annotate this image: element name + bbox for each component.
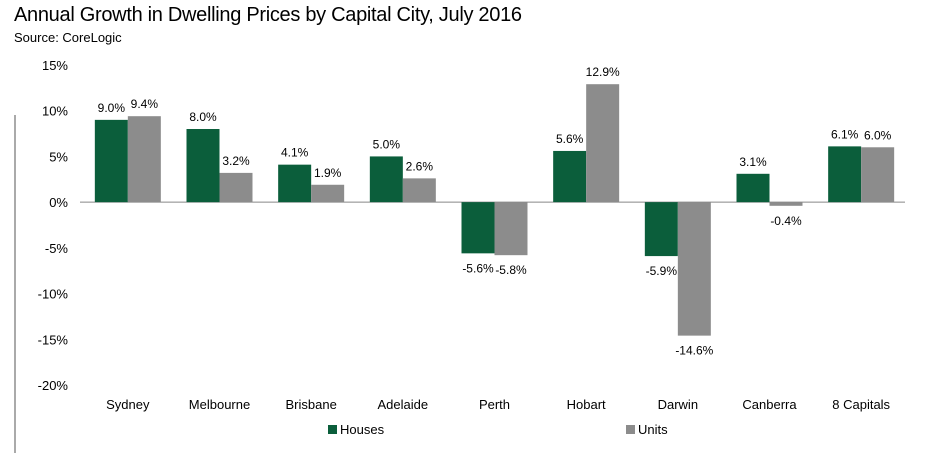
data-label: 2.6% (406, 159, 434, 173)
bar-houses-hobart (553, 150, 587, 203)
data-label: -5.9% (646, 264, 678, 278)
y-tick-label: -10% (38, 287, 69, 302)
bar-houses-darwin (644, 202, 678, 257)
y-tick-label: 15% (42, 58, 68, 73)
data-label: 8.0% (189, 110, 217, 124)
x-tick-label: Darwin (658, 397, 698, 412)
data-label: 12.9% (586, 65, 620, 79)
bar-units-perth (494, 202, 528, 256)
data-label: 1.9% (314, 166, 342, 180)
x-tick-label: Brisbane (286, 397, 337, 412)
data-label: 9.4% (131, 97, 159, 111)
chart-title: Annual Growth in Dwelling Prices by Capi… (14, 4, 522, 26)
bar-units-melbourne (219, 172, 253, 203)
x-tick-label: Hobart (567, 397, 606, 412)
bar-houses-perth (461, 202, 495, 254)
data-label: 3.2% (222, 154, 250, 168)
x-tick-label: Adelaide (378, 397, 429, 412)
data-label: 5.0% (373, 137, 401, 151)
bar-units-hobart (586, 84, 620, 203)
y-tick-label: -5% (45, 241, 69, 256)
legend-label-houses: Houses (340, 422, 385, 437)
legend-label-units: Units (638, 422, 668, 437)
data-label: 6.0% (864, 128, 892, 142)
chart-subtitle: Source: CoreLogic (14, 30, 122, 45)
x-tick-label: Perth (479, 397, 510, 412)
y-tick-label: 5% (49, 149, 68, 164)
bar-houses-adelaide (369, 156, 403, 203)
bar-units-sydney (127, 116, 161, 203)
data-label: -14.6% (675, 344, 713, 358)
legend-swatch-houses (328, 425, 337, 434)
x-tick-label: Canberra (742, 397, 797, 412)
y-tick-label: -15% (38, 332, 69, 347)
bar-units-darwin (677, 202, 711, 336)
bar-houses-sydney (94, 119, 128, 203)
bar-units-canberra (769, 202, 803, 206)
bar-houses-brisbane (278, 164, 312, 203)
bar-units-brisbane (311, 184, 345, 203)
x-tick-label: Melbourne (189, 397, 250, 412)
y-tick-label: 0% (49, 195, 68, 210)
x-tick-label: 8 Capitals (832, 397, 890, 412)
data-label: 5.6% (556, 132, 584, 146)
data-label: -5.8% (495, 263, 527, 277)
data-label: 9.0% (98, 101, 126, 115)
data-label: -0.4% (770, 214, 802, 228)
data-label: -5.6% (462, 261, 494, 275)
y-tick-label: -20% (38, 378, 69, 393)
bar-units-8-capitals (861, 147, 895, 203)
legend-swatch-units (626, 425, 635, 434)
x-tick-label: Sydney (106, 397, 150, 412)
data-label: 4.1% (281, 146, 309, 160)
bar-houses-8-capitals (828, 146, 862, 203)
bar-houses-canberra (736, 173, 770, 203)
data-label: 3.1% (739, 155, 767, 169)
data-label: 6.1% (831, 127, 859, 141)
bar-houses-melbourne (186, 129, 220, 203)
y-tick-label: 10% (42, 104, 68, 119)
bar-units-adelaide (402, 178, 436, 203)
